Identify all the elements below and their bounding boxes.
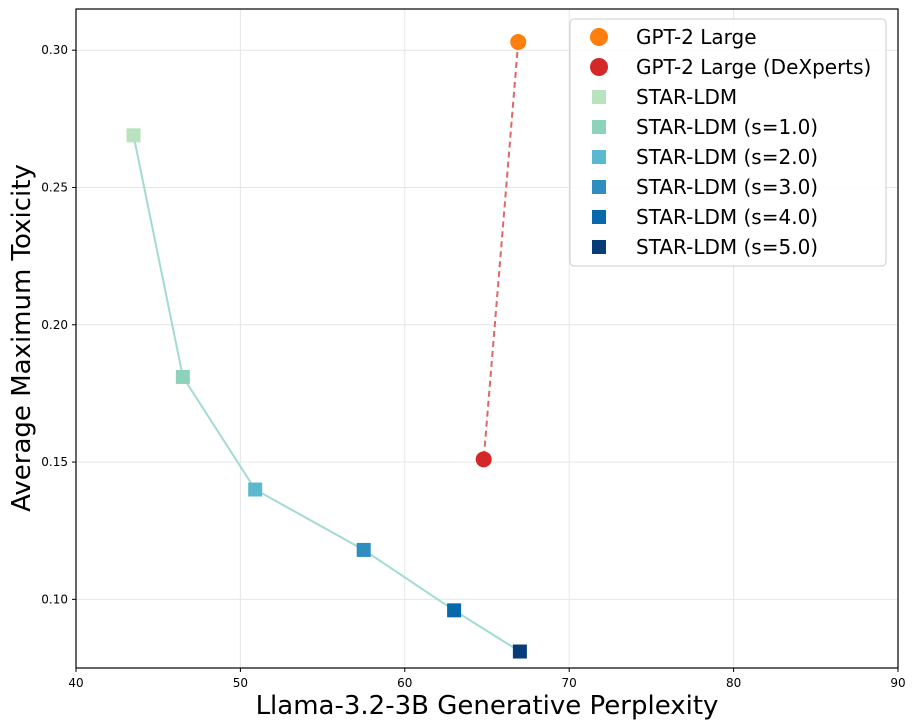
legend-entry-label: GPT-2 Large [636, 25, 757, 49]
legend-entry-label: STAR-LDM (s=5.0) [636, 235, 818, 259]
legend-circle-swatch [590, 58, 608, 76]
square-marker [356, 542, 371, 557]
legend-box [569, 18, 887, 267]
legend-square-swatch [592, 90, 606, 104]
plot-frame [75, 8, 899, 669]
square-marker [126, 128, 141, 143]
square-marker [512, 644, 527, 659]
y-axis-label: Average Maximum Toxicity [7, 164, 37, 512]
legend-entry-label: STAR-LDM (s=3.0) [636, 175, 818, 199]
x-axis-ticks: 40 50 60 70 80 90 [68, 668, 906, 690]
y-tick-label: 0.10 [41, 592, 68, 606]
legend-circle-swatch [590, 28, 608, 46]
x-tick-label: 90 [890, 676, 905, 690]
square-marker [447, 603, 462, 618]
legend-square-swatch [592, 210, 606, 224]
x-axis-label: Llama-3.2-3B Generative Perplexity [256, 691, 719, 721]
circle-marker [510, 33, 527, 50]
x-tick-label: 50 [233, 676, 248, 690]
x-tick-label: 80 [726, 676, 741, 690]
square-marker [248, 482, 263, 497]
square-marker [175, 369, 190, 384]
x-tick-label: 60 [397, 676, 412, 690]
y-tick-label: 0.15 [41, 455, 68, 469]
y-tick-label: 0.30 [41, 43, 68, 57]
legend-square-swatch [592, 120, 606, 134]
legend: GPT-2 Large GPT-2 Large (DeXperts) STAR-LD… [569, 18, 887, 267]
y-tick-label: 0.20 [41, 318, 68, 332]
y-axis-ticks: 0.10 0.15 0.20 0.25 0.30 [41, 43, 76, 606]
legend-entry-label: STAR-LDM (s=4.0) [636, 205, 818, 229]
y-tick-label: 0.25 [41, 180, 68, 194]
star-ldm-line [132, 135, 521, 653]
legend-square-swatch [592, 150, 606, 164]
legend-square-swatch [592, 180, 606, 194]
legend-square-swatch [592, 240, 606, 254]
series-lines [132, 41, 521, 653]
data-markers [126, 33, 527, 659]
x-tick-label: 40 [68, 676, 83, 690]
legend-entry-label: STAR-LDM (s=1.0) [636, 115, 818, 139]
circle-marker [475, 451, 492, 468]
legend-entry-label: GPT-2 Large (DeXperts) [636, 55, 871, 79]
legend-entry-label: STAR-LDM [636, 85, 737, 109]
legend-entry-label: STAR-LDM (s=2.0) [636, 145, 818, 169]
x-tick-label: 70 [562, 676, 577, 690]
